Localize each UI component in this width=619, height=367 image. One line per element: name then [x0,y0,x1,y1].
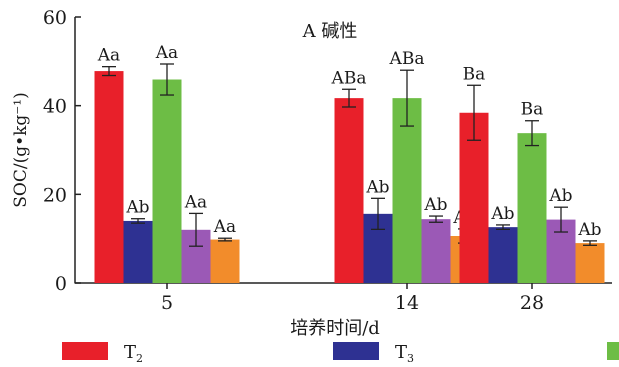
y-axis-label: SOC/(g•kg⁻¹) [11,92,31,207]
x-tick-label-1: 14 [395,292,419,314]
y-tick-label-1: 20 [43,184,67,206]
bar-s0-c2 [459,112,489,283]
y-tick-label-2: 40 [43,96,67,118]
bar-s4-c2 [575,243,605,283]
data-label-s2-c2: Ba [521,100,544,120]
bar-s2-c0 [152,79,182,283]
bar-s2-c1 [392,98,422,283]
data-label-s3-c2: Ab [548,186,572,206]
chart-title: A 碱性 [302,21,358,42]
legend-swatch-2 [607,342,619,360]
x-axis-label: 培养时间/d [290,318,380,339]
data-label-s1-c0: Ab [125,198,149,218]
data-label-s0-c2: Ba [463,64,486,84]
legend-swatch-0 [62,342,108,360]
bar-s1-c2 [488,227,518,283]
data-label-s3-c1: Ab [423,195,447,215]
bar-s3-c1 [421,219,451,283]
x-tick-label-0: 5 [161,292,173,314]
legend-label-0: T2 [124,342,143,365]
bar-s0-c0 [94,71,124,283]
bar-s4-c0 [210,239,240,283]
bar-s0-c1 [334,98,364,283]
x-tick-label-2: 28 [520,292,544,314]
data-label-s2-c1: ABa [389,49,425,69]
data-label-s2-c0: Aa [155,43,178,63]
data-label-s4-c0: Aa [213,217,236,237]
data-label-s1-c2: Ab [490,204,514,224]
legend: T2 T3 [62,342,619,365]
data-label-s0-c0: Aa [97,46,120,66]
data-label-s3-c0: Aa [184,192,207,212]
y-tick-label-3: 60 [43,7,67,29]
bar-s2-c2 [517,133,547,283]
legend-label-1: T3 [395,342,414,365]
data-label-s0-c1: ABa [331,68,367,88]
bar-s1-c0 [123,220,153,283]
legend-swatch-1 [333,342,379,360]
data-label-s4-c2: Ab [577,220,601,240]
data-label-s1-c1: Ab [365,177,389,197]
plot-area: 02040605AaAbAaAaAa14ABaAbABaAbAb28BaAbBa… [43,7,612,314]
y-tick-label-0: 0 [55,273,67,295]
